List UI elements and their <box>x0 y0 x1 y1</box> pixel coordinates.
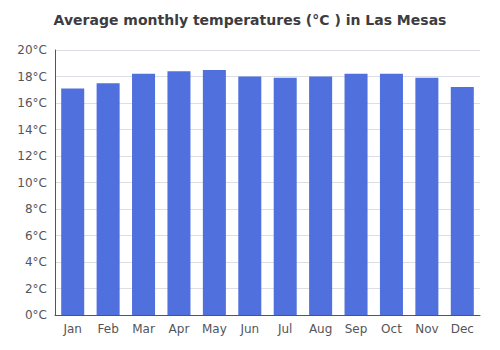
svg-text:Average monthly temperatures (: Average monthly temperatures (°C ) in La… <box>54 12 447 28</box>
svg-text:Dec: Dec <box>451 322 474 336</box>
svg-text:Mar: Mar <box>132 322 155 336</box>
svg-text:20°C: 20°C <box>17 43 47 57</box>
svg-text:Oct: Oct <box>381 322 402 336</box>
svg-text:2°C: 2°C <box>25 282 47 296</box>
svg-text:May: May <box>202 322 227 336</box>
svg-text:Sep: Sep <box>345 322 368 336</box>
svg-text:12°C: 12°C <box>17 149 47 163</box>
svg-text:8°C: 8°C <box>25 202 47 216</box>
svg-text:16°C: 16°C <box>17 96 47 110</box>
svg-text:10°C: 10°C <box>17 176 47 190</box>
svg-text:Jun: Jun <box>239 322 259 336</box>
svg-text:18°C: 18°C <box>17 70 47 84</box>
svg-text:Jan: Jan <box>62 322 82 336</box>
svg-text:6°C: 6°C <box>25 229 47 243</box>
svg-text:Apr: Apr <box>169 322 190 336</box>
svg-text:Feb: Feb <box>98 322 119 336</box>
svg-text:4°C: 4°C <box>25 255 47 269</box>
svg-text:0°C: 0°C <box>25 308 47 322</box>
svg-text:Nov: Nov <box>415 322 438 336</box>
svg-text:Aug: Aug <box>309 322 332 336</box>
svg-text:14°C: 14°C <box>17 123 47 137</box>
svg-text:Jul: Jul <box>277 322 292 336</box>
